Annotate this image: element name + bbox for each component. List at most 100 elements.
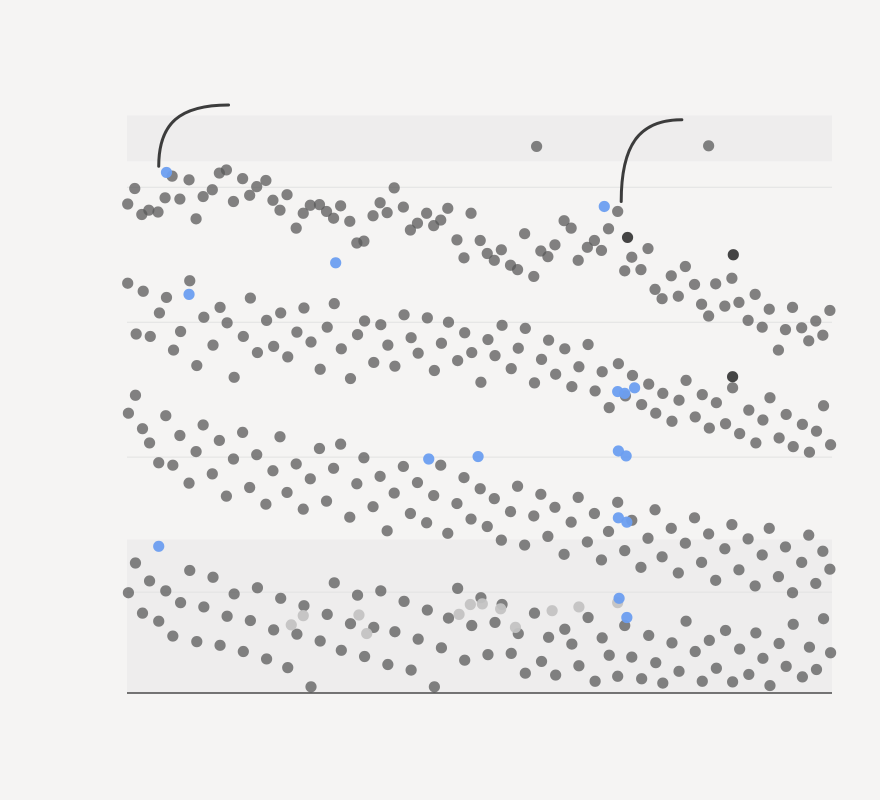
- data-point: [772, 344, 785, 356]
- data-point: [237, 173, 249, 185]
- data-point: [772, 571, 785, 583]
- faded-point: [353, 609, 365, 621]
- data-point: [657, 677, 669, 689]
- highlighted-point: [621, 611, 633, 624]
- data-point: [153, 615, 165, 627]
- data-point: [389, 626, 401, 638]
- data-point: [281, 189, 293, 201]
- highlighted-point: [330, 257, 342, 269]
- data-point: [612, 358, 624, 370]
- data-point: [582, 338, 594, 351]
- faded-point: [546, 605, 558, 617]
- data-point: [220, 490, 233, 502]
- data-point: [421, 207, 433, 219]
- data-point: [389, 360, 401, 372]
- highlighted-point: [160, 166, 173, 179]
- data-point: [763, 522, 775, 534]
- data-point: [435, 642, 448, 654]
- data-point: [528, 607, 541, 619]
- highlighted-point: [423, 453, 435, 465]
- data-point: [282, 351, 294, 363]
- data-point: [602, 525, 615, 538]
- data-point: [773, 432, 785, 444]
- data-point: [504, 506, 517, 518]
- data-point: [559, 623, 571, 635]
- data-point: [328, 298, 340, 310]
- data-point: [679, 537, 691, 549]
- data-point: [344, 215, 356, 227]
- data-point: [159, 192, 171, 204]
- data-point: [650, 407, 662, 419]
- data-point: [588, 234, 601, 247]
- data-point: [374, 197, 386, 209]
- data-point: [810, 425, 823, 437]
- data-point: [727, 249, 739, 261]
- callout-lines: [157, 103, 684, 204]
- data-point: [122, 277, 134, 289]
- data-point: [824, 304, 836, 317]
- data-point: [595, 554, 608, 566]
- data-point: [198, 601, 210, 613]
- data-point: [572, 254, 584, 266]
- data-point: [696, 389, 708, 401]
- data-point: [550, 669, 562, 681]
- data-point: [367, 210, 379, 222]
- data-point: [672, 567, 684, 579]
- data-point: [636, 398, 648, 411]
- data-point: [152, 206, 164, 218]
- data-point: [206, 468, 218, 480]
- data-point: [137, 285, 149, 297]
- data-point: [291, 326, 303, 338]
- data-point: [442, 202, 454, 214]
- data-point: [411, 217, 424, 229]
- data-point: [174, 325, 187, 338]
- data-point: [786, 301, 799, 313]
- highlighted-point: [598, 200, 610, 213]
- data-point: [244, 614, 256, 627]
- data-point: [596, 366, 608, 378]
- data-point: [519, 539, 531, 551]
- data-point: [573, 361, 585, 373]
- data-point: [602, 223, 615, 235]
- data-point: [260, 653, 273, 665]
- data-point: [817, 613, 830, 625]
- data-point: [305, 681, 317, 693]
- data-point: [428, 364, 440, 377]
- data-point: [404, 224, 417, 236]
- data-point: [756, 321, 768, 333]
- data-point: [796, 322, 808, 334]
- data-point: [643, 378, 655, 390]
- data-point: [405, 664, 417, 676]
- data-point: [237, 330, 249, 343]
- data-point: [535, 488, 547, 500]
- data-point: [244, 292, 256, 304]
- data-point: [710, 574, 722, 586]
- data-point: [679, 260, 691, 273]
- data-point: [495, 534, 507, 546]
- data-point: [207, 571, 219, 583]
- data-point: [344, 372, 357, 385]
- data-point: [304, 199, 316, 211]
- data-point: [144, 330, 156, 343]
- data-point: [251, 346, 264, 359]
- data-point: [143, 204, 155, 216]
- data-point: [190, 445, 202, 458]
- data-point: [335, 200, 347, 212]
- data-point: [368, 356, 380, 369]
- data-point: [388, 487, 400, 499]
- data-point: [382, 339, 394, 351]
- data-point: [153, 307, 166, 319]
- data-point: [412, 347, 424, 359]
- data-point: [642, 532, 654, 544]
- data-point: [184, 564, 196, 577]
- data-point: [710, 278, 722, 290]
- data-point: [206, 184, 218, 196]
- data-point: [750, 627, 762, 639]
- data-point: [680, 615, 692, 627]
- data-point: [298, 600, 310, 612]
- data-point: [207, 339, 219, 351]
- data-point: [351, 328, 364, 341]
- data-point: [656, 293, 668, 305]
- data-point: [626, 651, 638, 663]
